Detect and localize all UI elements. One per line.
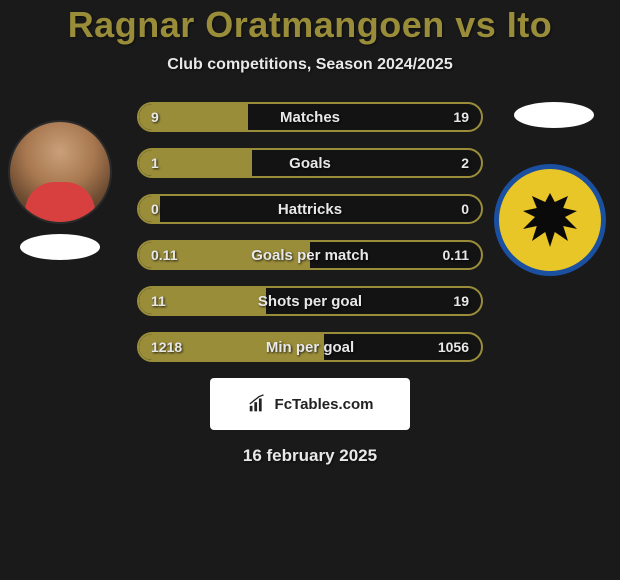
stat-row: 9 Matches 19 xyxy=(137,102,483,132)
stat-bars: 9 Matches 19 1 Goals 2 0 Hattricks 0 0.1… xyxy=(137,102,483,362)
brand-text: FcTables.com xyxy=(275,396,374,413)
subtitle: Club competitions, Season 2024/2025 xyxy=(0,56,620,74)
stat-label: Goals xyxy=(139,150,481,176)
stat-label: Goals per match xyxy=(139,242,481,268)
stat-right-value: 2 xyxy=(461,150,469,176)
player-right-flag xyxy=(514,102,594,128)
stat-right-value: 0.11 xyxy=(443,242,469,268)
player-left-avatar xyxy=(8,120,112,224)
stat-label: Min per goal xyxy=(139,334,481,360)
stat-row: 1218 Min per goal 1056 xyxy=(137,332,483,362)
stat-row: 0.11 Goals per match 0.11 xyxy=(137,240,483,270)
stat-row: 0 Hattricks 0 xyxy=(137,194,483,224)
date-text: 16 february 2025 xyxy=(0,446,620,466)
page-title: Ragnar Oratmangoen vs Ito xyxy=(0,4,620,46)
brand-card: FcTables.com xyxy=(210,378,410,430)
stat-row: 11 Shots per goal 19 xyxy=(137,286,483,316)
player-left-flag xyxy=(20,234,100,260)
stat-right-value: 19 xyxy=(453,104,469,130)
player-right-club-badge xyxy=(494,164,606,276)
stat-label: Matches xyxy=(139,104,481,130)
stat-right-value: 0 xyxy=(461,196,469,222)
comparison-panel: 9 Matches 19 1 Goals 2 0 Hattricks 0 0.1… xyxy=(0,102,620,466)
chart-icon xyxy=(247,393,269,415)
stat-label: Shots per goal xyxy=(139,288,481,314)
stat-row: 1 Goals 2 xyxy=(137,148,483,178)
stat-right-value: 1056 xyxy=(438,334,469,360)
stat-right-value: 19 xyxy=(453,288,469,314)
stat-label: Hattricks xyxy=(139,196,481,222)
